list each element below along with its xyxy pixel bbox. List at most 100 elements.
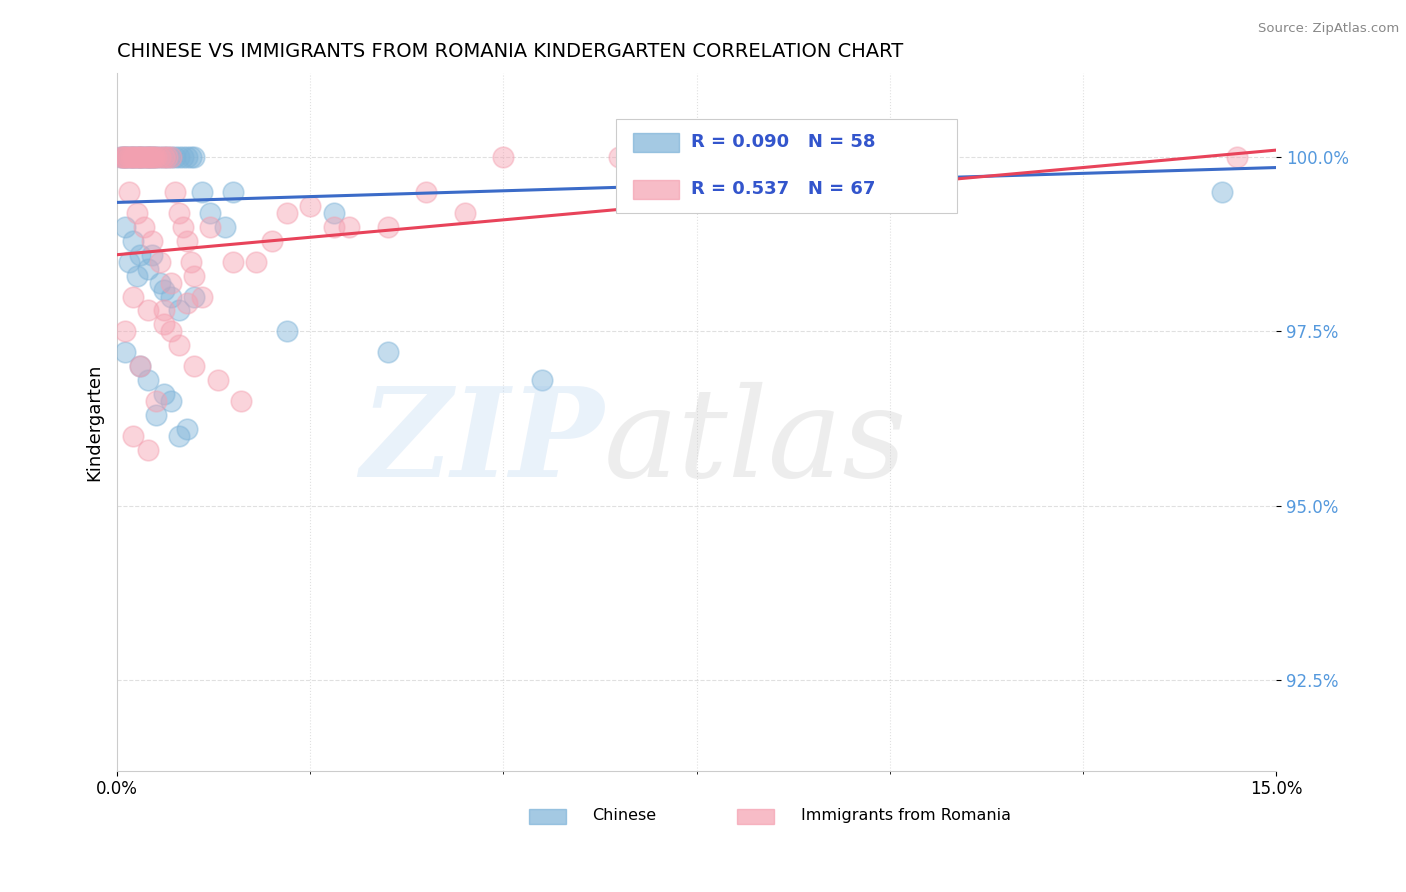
Point [167, 150, 190, 164]
Point [138, 150, 160, 164]
Point [180, 254, 202, 268]
Point [229, 394, 252, 409]
Point [118, 150, 141, 164]
Point [138, 150, 160, 164]
Point [222, 254, 245, 268]
Text: ZIP: ZIP [360, 382, 605, 504]
Point [198, 219, 221, 234]
Point [122, 150, 145, 164]
Point [145, 408, 167, 422]
Point [183, 150, 205, 164]
Point [377, 345, 399, 359]
Point [114, 345, 136, 359]
Point [152, 303, 174, 318]
Point [609, 150, 631, 164]
Point [322, 219, 344, 234]
Point [762, 150, 785, 164]
Point [121, 429, 143, 443]
Point [136, 150, 159, 164]
Point [129, 359, 152, 374]
Point [114, 150, 136, 164]
Point [134, 150, 156, 164]
Point [120, 150, 142, 164]
Point [118, 254, 141, 268]
Point [160, 289, 183, 303]
Point [172, 219, 194, 234]
Point [167, 303, 190, 318]
Point [115, 150, 138, 164]
Point [112, 150, 135, 164]
Point [145, 150, 167, 164]
Text: Source: ZipAtlas.com: Source: ZipAtlas.com [1258, 22, 1399, 36]
Point [176, 150, 198, 164]
Bar [737, 809, 775, 824]
Text: CHINESE VS IMMIGRANTS FROM ROMANIA KINDERGARTEN CORRELATION CHART: CHINESE VS IMMIGRANTS FROM ROMANIA KINDE… [117, 42, 904, 61]
Point [685, 150, 707, 164]
Point [415, 185, 437, 199]
Point [125, 268, 148, 283]
Point [121, 150, 143, 164]
Point [156, 150, 179, 164]
Point [299, 199, 322, 213]
Point [134, 150, 156, 164]
Point [149, 276, 172, 290]
Point [377, 219, 399, 234]
Point [128, 150, 150, 164]
Point [129, 248, 152, 262]
Point [191, 185, 214, 199]
Point [129, 359, 152, 374]
Point [145, 394, 167, 409]
Point [222, 185, 245, 199]
Point [141, 248, 163, 262]
Point [198, 206, 221, 220]
Point [129, 150, 152, 164]
Text: Chinese: Chinese [592, 808, 657, 823]
Point [276, 325, 298, 339]
Point [176, 422, 198, 436]
Point [245, 254, 267, 268]
Point [152, 150, 174, 164]
Point [1211, 185, 1233, 199]
Point [214, 219, 236, 234]
Point [134, 219, 156, 234]
Point [135, 150, 157, 164]
Text: R = 0.537   N = 67: R = 0.537 N = 67 [690, 180, 875, 198]
Point [114, 150, 136, 164]
Point [136, 261, 159, 276]
Point [114, 325, 136, 339]
Point [1226, 150, 1249, 164]
Point [135, 150, 157, 164]
Point [276, 206, 298, 220]
Point [172, 150, 194, 164]
Point [136, 442, 159, 457]
Point [191, 289, 214, 303]
Point [125, 150, 148, 164]
Bar [633, 133, 679, 152]
Point [131, 150, 153, 164]
Point [152, 387, 174, 401]
Point [141, 150, 163, 164]
Point [207, 373, 229, 387]
Point [118, 150, 141, 164]
Point [183, 268, 205, 283]
Point [112, 150, 135, 164]
Point [152, 283, 174, 297]
Point [176, 234, 198, 248]
Point [121, 150, 143, 164]
Point [125, 206, 148, 220]
Point [454, 206, 477, 220]
Point [125, 150, 148, 164]
Point [176, 296, 198, 310]
Point [120, 150, 142, 164]
Point [141, 234, 163, 248]
Point [143, 150, 166, 164]
Bar [633, 179, 679, 199]
Point [129, 150, 152, 164]
Point [136, 150, 159, 164]
Point [141, 150, 163, 164]
Point [160, 325, 183, 339]
Point [160, 394, 183, 409]
Point [183, 289, 205, 303]
Point [165, 185, 187, 199]
Point [114, 219, 136, 234]
